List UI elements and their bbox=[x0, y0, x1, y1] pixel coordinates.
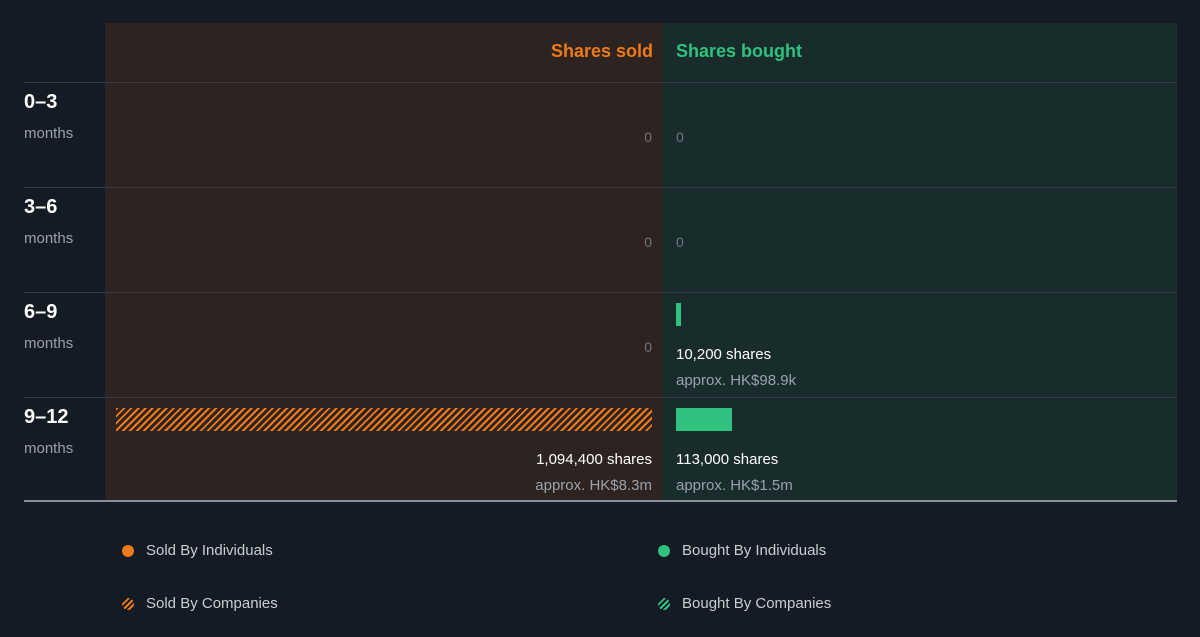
period-label: 6–9 bbox=[24, 301, 58, 323]
bought-value-label: 0 bbox=[676, 129, 684, 145]
legend-item: Sold By Companies bbox=[122, 595, 278, 612]
sold-bar bbox=[116, 408, 652, 431]
period-label: 3–6 bbox=[24, 196, 58, 218]
row-divider bbox=[24, 82, 1177, 83]
legend-label: Bought By Companies bbox=[682, 595, 832, 612]
period-label: 0–3 bbox=[24, 91, 58, 113]
period-unit-label: months bbox=[24, 125, 74, 142]
period-row: 0–3 months 0 0 bbox=[0, 83, 1200, 188]
period-unit-label: months bbox=[24, 440, 74, 457]
legend-dot-icon bbox=[658, 544, 670, 557]
legend-striped-icon bbox=[122, 597, 134, 610]
legend-item: Bought By Individuals bbox=[658, 542, 826, 559]
period-row: 6–9 months 0 10,200 shares approx. HK$98.9k bbox=[0, 293, 1200, 398]
bought-bar bbox=[676, 408, 732, 431]
period-row: 9–12 months 1,094,400 shares approx. HK$8.3… bbox=[0, 398, 1200, 503]
period-row: 3–6 months 0 0 bbox=[0, 188, 1200, 293]
legend-item: Bought By Companies bbox=[658, 595, 831, 612]
legend-item: Sold By Individuals bbox=[122, 542, 273, 559]
bought-approx-label: approx. HK$98.9k bbox=[676, 372, 797, 389]
period-label: 9–12 bbox=[24, 406, 69, 428]
period-unit-label: months bbox=[24, 335, 74, 352]
sold-value-label: 0 bbox=[644, 129, 652, 145]
shares-bought-header: Shares bought bbox=[676, 41, 803, 61]
legend-label: Bought By Individuals bbox=[682, 542, 827, 559]
shares-sold-header: Shares sold bbox=[550, 41, 653, 61]
sold-value-label: 0 bbox=[644, 234, 652, 250]
legend-striped-icon bbox=[658, 597, 670, 610]
row-divider bbox=[24, 397, 1177, 398]
bought-value-label: 0 bbox=[676, 234, 684, 250]
bought-shares-label: 10,200 shares bbox=[676, 346, 772, 363]
row-divider bbox=[24, 292, 1177, 293]
bought-shares-label: 113,000 shares bbox=[676, 451, 779, 468]
shares-bought-panel bbox=[663, 23, 1177, 501]
row-divider bbox=[24, 187, 1177, 188]
legend-label: Sold By Companies bbox=[146, 595, 278, 612]
period-unit-label: months bbox=[24, 230, 74, 247]
bought-approx-label: approx. HK$1.5m bbox=[676, 477, 793, 494]
sold-value-label: 0 bbox=[644, 339, 652, 355]
sold-shares-label: 1,094,400 shares bbox=[536, 451, 652, 468]
legend-label: Sold By Individuals bbox=[146, 542, 273, 559]
legend-dot-icon bbox=[122, 544, 134, 557]
chart-baseline bbox=[24, 500, 1177, 502]
sold-approx-label: approx. HK$8.3m bbox=[535, 477, 652, 494]
bought-bar bbox=[676, 303, 681, 326]
